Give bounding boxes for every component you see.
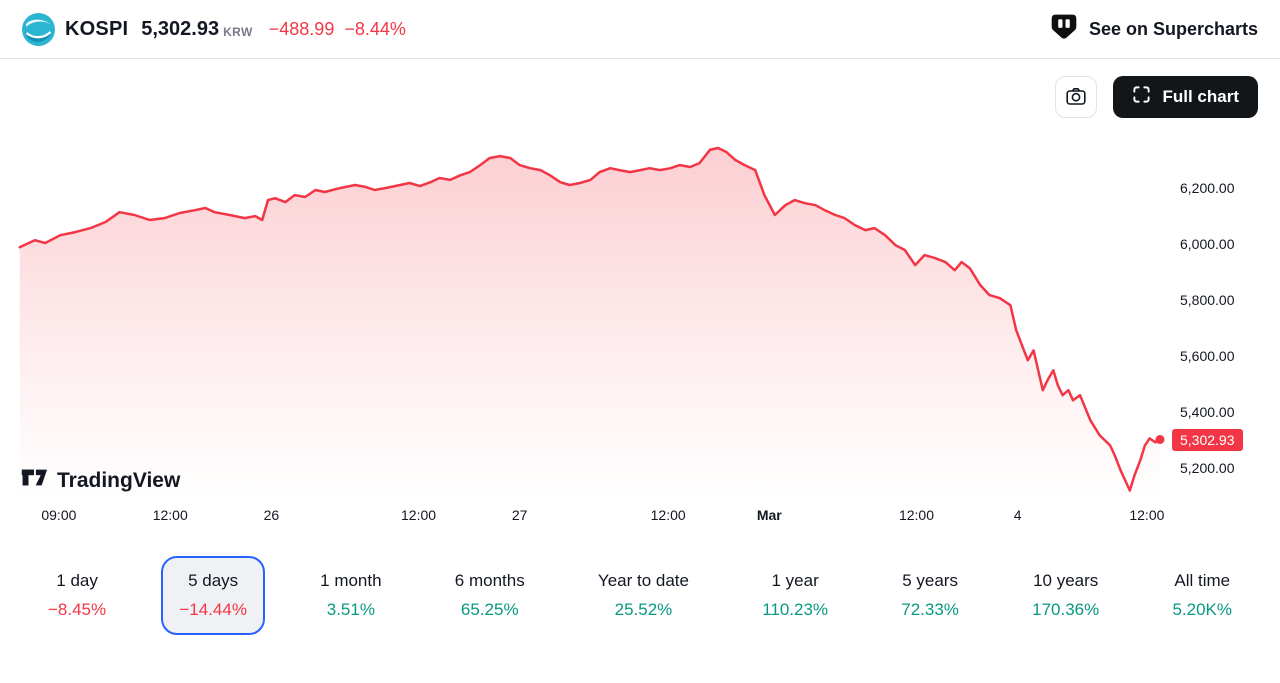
range-tab-label: 6 months — [454, 571, 525, 590]
watermark-label: TradingView — [57, 468, 181, 492]
range-tab-change: 3.51% — [326, 600, 375, 619]
x-axis-label: 26 — [263, 507, 280, 523]
camera-icon — [1064, 84, 1088, 111]
y-axis-label: 6,200.00 — [1180, 180, 1235, 197]
x-axis-label: 12:00 — [650, 507, 686, 523]
current-price: 5,302.93 — [141, 17, 220, 40]
fullscreen-icon — [1132, 85, 1151, 109]
kospi-logo-icon — [22, 12, 55, 46]
range-tab-label: 10 years — [1033, 571, 1099, 590]
range-tab-change: 65.25% — [460, 600, 519, 619]
last-price-badge: 5,302.93 — [1172, 428, 1243, 451]
y-axis-label: 5,800.00 — [1180, 292, 1235, 309]
range-tab-label: 5 days — [188, 571, 239, 590]
x-axis-label: 12:00 — [152, 507, 188, 523]
tradingview-logo-icon — [20, 465, 48, 496]
range-tabs: 1 day −8.45% 5 days −14.44% 1 month 3.51% 6 mo… — [0, 556, 1280, 635]
range-tab-change: 5.20K% — [1172, 600, 1232, 619]
tradingview-watermark[interactable]: TradingView — [20, 465, 180, 496]
range-tab-1-year[interactable]: 1 year 110.23% — [744, 556, 846, 635]
y-axis-label: 5,200.00 — [1180, 460, 1235, 477]
y-axis-label: 6,000.00 — [1180, 236, 1235, 253]
y-axis-label: 5,600.00 — [1180, 348, 1235, 365]
range-tab-1-month[interactable]: 1 month 3.51% — [302, 556, 399, 635]
range-tab-change: 110.23% — [762, 600, 829, 619]
range-tab-all-time[interactable]: All time 5.20K% — [1154, 556, 1250, 635]
y-axis-label: 5,400.00 — [1180, 404, 1235, 421]
change-absolute: −488.99 — [268, 18, 335, 39]
range-tab-label: All time — [1174, 571, 1231, 590]
range-tab-5-years[interactable]: 5 years 72.33% — [883, 556, 977, 635]
chart-line — [18, 146, 1162, 492]
currency-label: KRW — [223, 24, 253, 39]
x-axis-label: 12:00 — [1129, 507, 1165, 523]
full-chart-label: Full chart — [1162, 87, 1239, 106]
range-tab-5-days[interactable]: 5 days −14.44% — [161, 556, 265, 635]
x-axis-label: 27 — [511, 507, 528, 523]
last-price-dot — [1155, 435, 1165, 444]
snapshot-button[interactable] — [1055, 76, 1098, 118]
range-tab-label: 5 years — [902, 571, 958, 590]
range-tab-label: 1 month — [320, 571, 382, 590]
header: KOSPI 5,302.93 KRW −488.99 −8.44% See on… — [0, 0, 1280, 59]
range-tab-1-day[interactable]: 1 day −8.45% — [30, 556, 124, 635]
range-tab-label: 1 year — [771, 571, 819, 590]
x-axis-label: 12:00 — [401, 507, 437, 523]
range-tab-label: 1 day — [56, 571, 98, 590]
range-tab-change: 170.36% — [1032, 600, 1100, 619]
range-tab-change: 25.52% — [614, 600, 673, 619]
x-axis-label: Mar — [756, 507, 782, 523]
x-axis: 09:00 12:00 26 12:00 27 12:00 Mar 12:00 4 12:00 — [0, 502, 1280, 528]
range-tab-label: Year to date — [597, 571, 689, 590]
range-tab-change: −8.45% — [48, 600, 107, 619]
range-tab-change: −14.44% — [179, 600, 247, 619]
x-axis-label: 4 — [1013, 507, 1022, 523]
price-chart-svg[interactable] — [0, 132, 1280, 502]
x-axis-label: 12:00 — [898, 507, 934, 523]
chart-area-fill — [19, 148, 1161, 502]
range-tab-change: 72.33% — [901, 600, 959, 619]
full-chart-button[interactable]: Full chart — [1113, 76, 1258, 118]
chart-toolbar: Full chart — [1055, 76, 1258, 118]
supercharts-badge-icon — [1049, 12, 1079, 47]
change-percent: −8.44% — [344, 18, 406, 39]
symbol-name: KOSPI — [65, 17, 129, 40]
price-change: −488.99 −8.44% — [269, 19, 406, 40]
range-tab-year-to-date[interactable]: Year to date 25.52% — [580, 556, 707, 635]
range-tab-10-years[interactable]: 10 years 170.36% — [1014, 556, 1117, 635]
supercharts-label: See on Supercharts — [1088, 18, 1258, 39]
x-axis-label: 09:00 — [41, 507, 77, 523]
see-on-supercharts-link[interactable]: See on Supercharts — [1049, 12, 1258, 47]
price-chart[interactable]: 6,200.00 6,000.00 5,800.00 5,600.00 5,400.00… — [0, 132, 1280, 502]
range-tab-6-months[interactable]: 6 months 65.25% — [437, 556, 543, 635]
